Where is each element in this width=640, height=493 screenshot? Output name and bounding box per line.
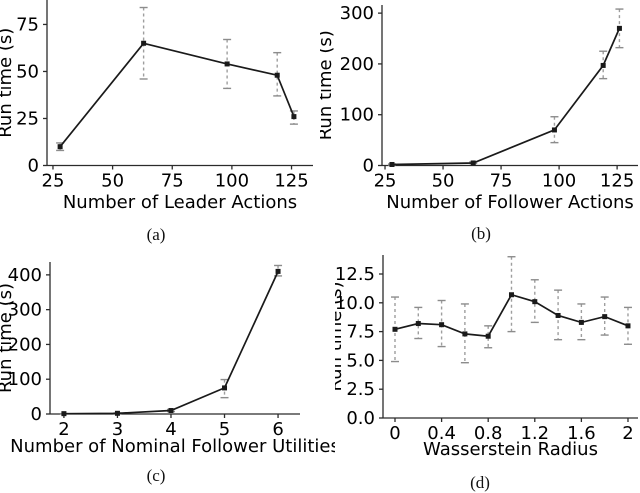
data-markers <box>392 292 631 339</box>
svg-text:0.0: 0.0 <box>346 408 375 429</box>
svg-text:75: 75 <box>490 171 513 192</box>
y-axis: 0 25 50 75 <box>16 0 48 177</box>
svg-text:50: 50 <box>432 171 455 192</box>
svg-text:0.4: 0.4 <box>427 423 456 444</box>
caption-a: (a) <box>146 225 166 244</box>
svg-text:400: 400 <box>8 265 42 286</box>
svg-text:75: 75 <box>16 14 39 35</box>
data-markers <box>57 40 297 150</box>
svg-text:5: 5 <box>219 419 230 440</box>
svg-text:7.5: 7.5 <box>346 322 375 343</box>
x-axis: 0 0.4 0.8 1.2 1.6 2 <box>383 417 638 444</box>
svg-text:0: 0 <box>389 423 400 444</box>
svg-text:10.0: 10.0 <box>335 293 375 314</box>
y-axis: 0 100 200 300 400 <box>8 262 51 425</box>
svg-text:200: 200 <box>8 334 42 355</box>
x-axis-label: Number of Nominal Follower Utilities <box>10 436 335 457</box>
y-axis: 0.0 2.5 5.0 7.5 10.0 12.5 <box>335 255 384 429</box>
svg-text:2: 2 <box>58 419 69 440</box>
svg-text:2: 2 <box>622 423 633 444</box>
svg-text:1.2: 1.2 <box>520 423 549 444</box>
svg-text:2.5: 2.5 <box>346 379 375 400</box>
error-bars <box>387 8 624 166</box>
error-bars <box>390 256 632 364</box>
svg-text:50: 50 <box>101 171 124 192</box>
svg-text:125: 125 <box>274 171 308 192</box>
chart-d-runtime-vs-wasserstein-radius: 0.0 2.5 5.0 7.5 10.0 12.5 0 0.4 0.8 1.2 1.6 2 Wasser… <box>335 255 638 460</box>
svg-text:125: 125 <box>600 171 634 192</box>
svg-text:25: 25 <box>42 171 65 192</box>
svg-text:3: 3 <box>112 419 123 440</box>
svg-text:25: 25 <box>16 108 39 129</box>
y-axis: 0 100 200 300 <box>340 3 383 177</box>
x-axis-label: Wasserstein Radius <box>423 439 598 460</box>
y-axis-label: Run time (s) <box>0 283 16 393</box>
x-axis: 25 50 75 100 125 <box>42 164 313 192</box>
y-axis-label: Run time (s) <box>320 30 336 140</box>
svg-text:100: 100 <box>215 171 249 192</box>
svg-text:0: 0 <box>28 156 39 177</box>
caption-b: (b) <box>471 224 491 243</box>
x-axis-label: Number of Follower Actions <box>386 192 634 213</box>
svg-text:75: 75 <box>161 171 184 192</box>
svg-text:0.8: 0.8 <box>474 423 503 444</box>
svg-text:0: 0 <box>31 404 42 425</box>
error-bars <box>59 264 283 415</box>
svg-text:25: 25 <box>374 171 397 192</box>
svg-text:6: 6 <box>272 419 283 440</box>
svg-text:200: 200 <box>340 54 374 75</box>
svg-text:5.0: 5.0 <box>346 350 375 371</box>
caption-d: (d) <box>470 473 490 492</box>
data-markers <box>389 25 622 167</box>
runtime-line <box>59 42 295 148</box>
svg-text:12.5: 12.5 <box>335 264 375 285</box>
error-bars <box>56 6 298 152</box>
caption-c: (c) <box>146 466 166 485</box>
svg-text:100: 100 <box>340 105 374 126</box>
y-axis-label: Run time (s) <box>0 28 16 138</box>
svg-text:50: 50 <box>16 61 39 82</box>
runtime-line <box>391 28 621 166</box>
y-axis-label: Run time (s) <box>335 281 346 391</box>
svg-text:300: 300 <box>340 3 374 24</box>
svg-text:300: 300 <box>8 300 42 321</box>
x-axis-label: Number of Leader Actions <box>63 192 297 213</box>
runtime-line <box>63 271 279 415</box>
svg-text:0: 0 <box>363 156 374 177</box>
data-markers <box>61 268 281 417</box>
svg-text:1.6: 1.6 <box>567 423 596 444</box>
svg-text:100: 100 <box>542 171 576 192</box>
x-axis: 25 50 75 100 125 <box>374 164 638 192</box>
svg-text:100: 100 <box>8 369 42 390</box>
svg-text:4: 4 <box>165 419 176 440</box>
